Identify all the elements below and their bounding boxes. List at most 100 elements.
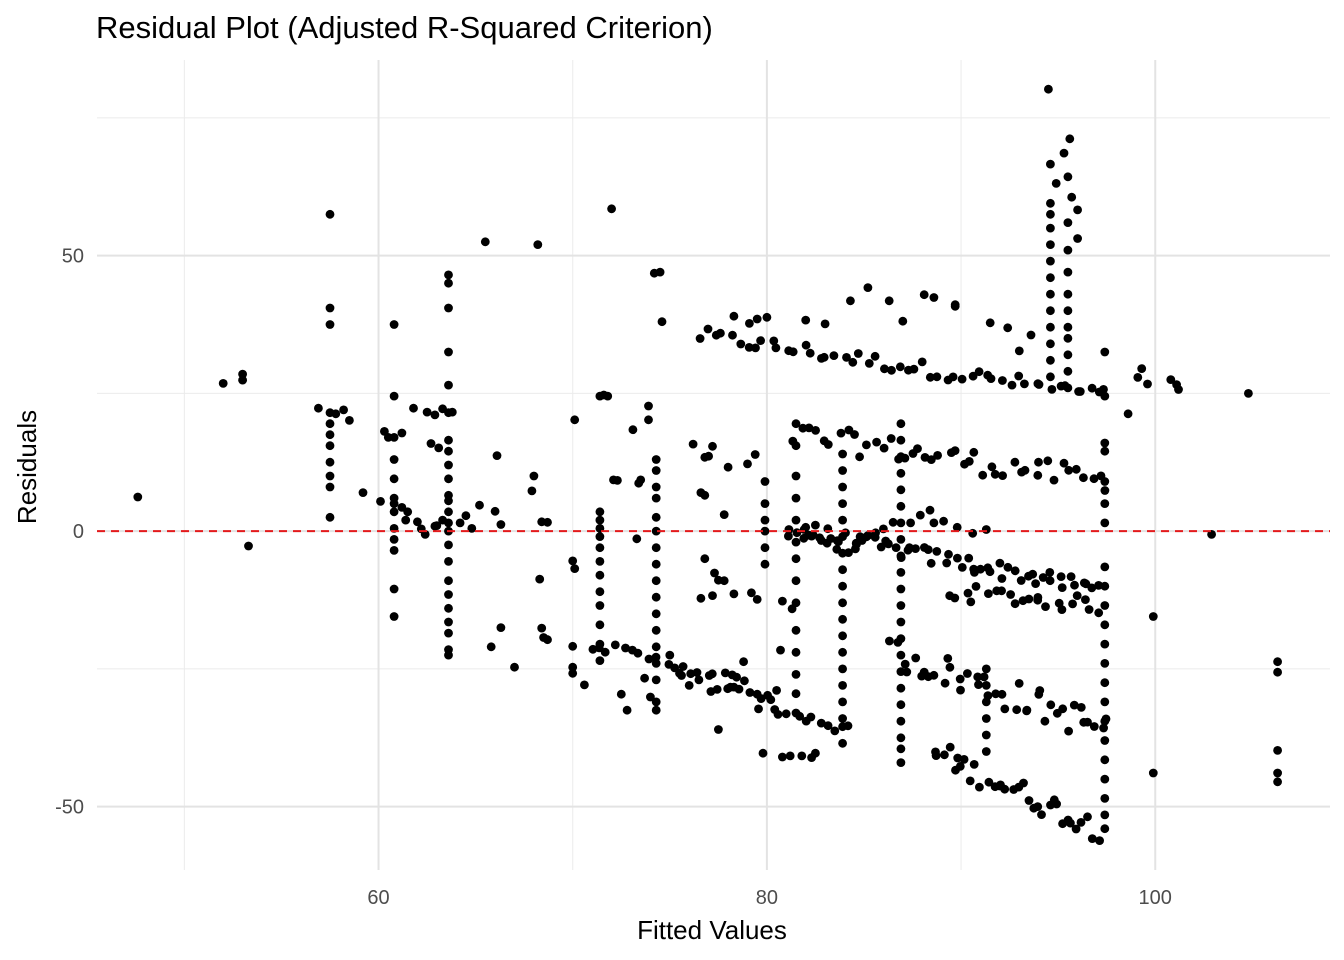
data-point bbox=[801, 315, 811, 325]
data-point bbox=[872, 437, 881, 447]
data-point bbox=[863, 283, 873, 292]
data-point bbox=[766, 695, 776, 705]
data-point bbox=[1034, 380, 1044, 389]
data-point bbox=[985, 318, 995, 328]
data-point bbox=[976, 564, 985, 574]
data-point bbox=[651, 609, 661, 619]
data-point bbox=[622, 705, 632, 715]
data-point bbox=[595, 532, 605, 541]
data-point bbox=[955, 762, 965, 771]
data-point bbox=[959, 755, 969, 764]
data-point bbox=[455, 518, 465, 528]
data-point bbox=[830, 726, 840, 736]
data-point bbox=[1033, 802, 1043, 811]
data-point bbox=[1148, 612, 1158, 621]
data-point bbox=[940, 678, 950, 688]
data-point bbox=[760, 499, 770, 508]
data-point bbox=[1007, 380, 1017, 390]
data-point bbox=[998, 376, 1007, 385]
data-point bbox=[389, 546, 399, 555]
data-point bbox=[981, 525, 991, 534]
data-point bbox=[885, 636, 894, 646]
data-point bbox=[490, 506, 500, 516]
data-point bbox=[1087, 834, 1097, 843]
data-point bbox=[1024, 796, 1034, 805]
data-point bbox=[1101, 714, 1111, 724]
data-point bbox=[651, 493, 661, 503]
data-point bbox=[1071, 824, 1081, 834]
y-tick-label: -50 bbox=[55, 797, 84, 819]
data-point bbox=[444, 474, 453, 484]
data-point bbox=[896, 617, 906, 627]
data-point bbox=[844, 548, 853, 557]
data-point bbox=[703, 324, 713, 334]
data-point bbox=[1046, 223, 1055, 233]
data-point bbox=[651, 455, 661, 464]
data-point bbox=[1046, 339, 1055, 349]
data-point bbox=[1273, 768, 1282, 778]
data-point bbox=[707, 669, 717, 679]
data-point bbox=[651, 482, 661, 492]
data-point bbox=[820, 319, 830, 329]
data-point bbox=[314, 403, 323, 413]
data-point bbox=[640, 673, 649, 683]
data-point bbox=[420, 530, 430, 539]
grid-layer bbox=[97, 60, 1330, 870]
data-point bbox=[838, 466, 847, 475]
data-point bbox=[1100, 601, 1110, 610]
data-point bbox=[729, 589, 739, 599]
data-point bbox=[1064, 726, 1073, 736]
data-point bbox=[917, 357, 927, 367]
data-point bbox=[568, 641, 578, 651]
data-point bbox=[1033, 593, 1043, 602]
data-point bbox=[1100, 774, 1110, 784]
data-point bbox=[756, 694, 766, 703]
data-point bbox=[1100, 736, 1110, 745]
data-point bbox=[896, 584, 906, 594]
data-point bbox=[986, 374, 996, 383]
data-point bbox=[1207, 530, 1216, 539]
data-point bbox=[807, 531, 816, 541]
data-point bbox=[1273, 657, 1282, 667]
data-point bbox=[801, 340, 811, 350]
data-point bbox=[397, 428, 407, 438]
data-point bbox=[919, 290, 929, 300]
data-point bbox=[389, 320, 399, 329]
data-point bbox=[1273, 746, 1282, 755]
data-point bbox=[1063, 267, 1073, 277]
data-point bbox=[1020, 465, 1030, 475]
data-point bbox=[444, 303, 453, 313]
data-point bbox=[896, 518, 906, 528]
data-point bbox=[389, 455, 399, 464]
data-point bbox=[758, 748, 768, 758]
data-point bbox=[998, 471, 1007, 480]
data-point bbox=[791, 537, 801, 547]
data-point bbox=[896, 535, 906, 544]
data-point bbox=[1041, 602, 1050, 611]
data-point bbox=[678, 662, 688, 671]
data-point bbox=[1003, 562, 1013, 572]
tick-labels-layer: 60 80 100 -50 0 50 bbox=[55, 246, 1172, 909]
data-point bbox=[1094, 581, 1103, 590]
data-point bbox=[838, 515, 847, 525]
chart-title: Residual Plot (Adjusted R-Squared Criter… bbox=[96, 10, 713, 45]
data-point bbox=[325, 430, 335, 440]
x-axis-title: Fitted Values bbox=[637, 915, 787, 945]
data-point bbox=[760, 477, 770, 486]
data-point bbox=[752, 314, 762, 324]
data-point bbox=[651, 659, 661, 668]
data-point bbox=[743, 459, 752, 469]
x-tick-label: 100 bbox=[1139, 887, 1172, 909]
data-point bbox=[651, 512, 661, 522]
data-point bbox=[1010, 457, 1020, 467]
data-point bbox=[708, 591, 717, 600]
data-point bbox=[461, 511, 471, 521]
data-point bbox=[616, 689, 626, 699]
data-point bbox=[756, 336, 765, 345]
data-point bbox=[1010, 566, 1020, 576]
data-point bbox=[444, 347, 453, 357]
data-point bbox=[754, 704, 763, 714]
data-point bbox=[1046, 198, 1055, 208]
data-point bbox=[979, 672, 989, 682]
data-point bbox=[791, 515, 801, 525]
